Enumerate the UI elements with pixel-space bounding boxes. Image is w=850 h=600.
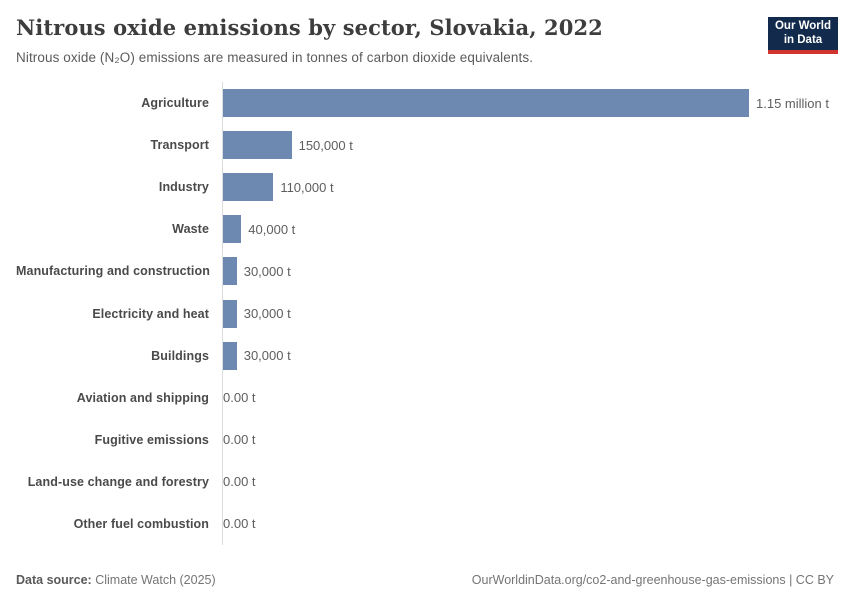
bar[interactable] xyxy=(223,257,237,286)
bar[interactable] xyxy=(223,173,274,202)
row-plot: 0.00 t xyxy=(216,468,834,496)
chart-row: Other fuel combustion 0.00 t xyxy=(16,503,834,545)
value-label: 0.00 t xyxy=(223,474,256,490)
row-plot: 0.00 t xyxy=(216,426,834,454)
value-label: 0.00 t xyxy=(223,432,256,448)
bar[interactable] xyxy=(223,131,292,160)
chart-header: Nitrous oxide emissions by sector, Slova… xyxy=(0,0,850,65)
category-label: Waste xyxy=(172,222,209,237)
category-label: Agriculture xyxy=(141,96,209,111)
chart-row: Waste 40,000 t xyxy=(16,208,834,250)
category-label: Aviation and shipping xyxy=(76,390,209,405)
bar[interactable] xyxy=(223,89,749,118)
logo-line-2: in Data xyxy=(783,33,823,46)
data-source-link[interactable]: Climate Watch (2025) xyxy=(95,573,216,587)
chart-row: Transport 150,000 t xyxy=(16,124,834,166)
value-label: 40,000 t xyxy=(248,221,296,237)
row-plot: 110,000 t xyxy=(216,173,834,202)
page-title: Nitrous oxide emissions by sector, Slova… xyxy=(16,15,603,40)
chart-subtitle: Nitrous oxide (N₂O) emissions are measur… xyxy=(16,50,534,65)
bar-chart: Agriculture 1.15 million t Transport 150… xyxy=(16,82,834,545)
value-label: 30,000 t xyxy=(243,306,291,322)
value-label: 30,000 t xyxy=(243,263,291,279)
chart-row: Electricity and heat 30,000 t xyxy=(16,292,834,334)
value-label: 0.00 t xyxy=(223,516,256,532)
chart-row: Manufacturing and construction 30,000 t xyxy=(16,250,834,292)
owid-url-link[interactable]: OurWorldinData.org/co2-and-greenhouse-ga… xyxy=(471,573,834,587)
chart-footer: Data source: Climate Watch (2025) OurWor… xyxy=(16,573,834,587)
data-source-label: Data source: xyxy=(16,573,92,587)
row-plot: 30,000 t xyxy=(216,257,834,286)
bar[interactable] xyxy=(223,341,237,370)
y-axis-line xyxy=(222,82,223,545)
value-label: 30,000 t xyxy=(243,348,291,364)
chart-row: Fugitive emissions 0.00 t xyxy=(16,419,834,461)
category-label: Industry xyxy=(158,180,209,195)
row-plot: 0.00 t xyxy=(216,384,834,412)
row-plot: 30,000 t xyxy=(216,299,834,328)
data-source: Data source: Climate Watch (2025) xyxy=(16,573,216,587)
category-label: Manufacturing and construction xyxy=(16,264,210,279)
chart-row: Agriculture 1.15 million t xyxy=(16,82,834,124)
category-label: Other fuel combustion xyxy=(73,516,209,531)
bar[interactable] xyxy=(223,215,242,244)
category-label: Buildings xyxy=(151,348,209,363)
logo-line-1: Our World xyxy=(774,19,831,32)
chart-row: Aviation and shipping 0.00 t xyxy=(16,377,834,419)
category-label: Land-use change and forestry xyxy=(27,474,209,489)
category-label: Transport xyxy=(150,138,209,153)
category-label: Electricity and heat xyxy=(92,306,209,321)
row-plot: 1.15 million t xyxy=(216,89,834,118)
row-plot: 30,000 t xyxy=(216,341,834,370)
category-label: Fugitive emissions xyxy=(94,432,209,447)
chart-row: Industry 110,000 t xyxy=(16,166,834,208)
bar[interactable] xyxy=(223,299,237,328)
value-label: 1.15 million t xyxy=(756,95,829,111)
row-plot: 150,000 t xyxy=(216,131,834,160)
owid-logo[interactable]: Our World in Data xyxy=(768,17,838,54)
value-label: 0.00 t xyxy=(223,390,256,406)
value-label: 150,000 t xyxy=(298,137,353,153)
row-plot: 0.00 t xyxy=(216,510,834,538)
value-label: 110,000 t xyxy=(280,179,334,195)
chart-row: Land-use change and forestry 0.00 t xyxy=(16,461,834,503)
row-plot: 40,000 t xyxy=(216,215,834,244)
chart-rows: Agriculture 1.15 million t Transport 150… xyxy=(16,82,834,545)
chart-row: Buildings 30,000 t xyxy=(16,335,834,377)
